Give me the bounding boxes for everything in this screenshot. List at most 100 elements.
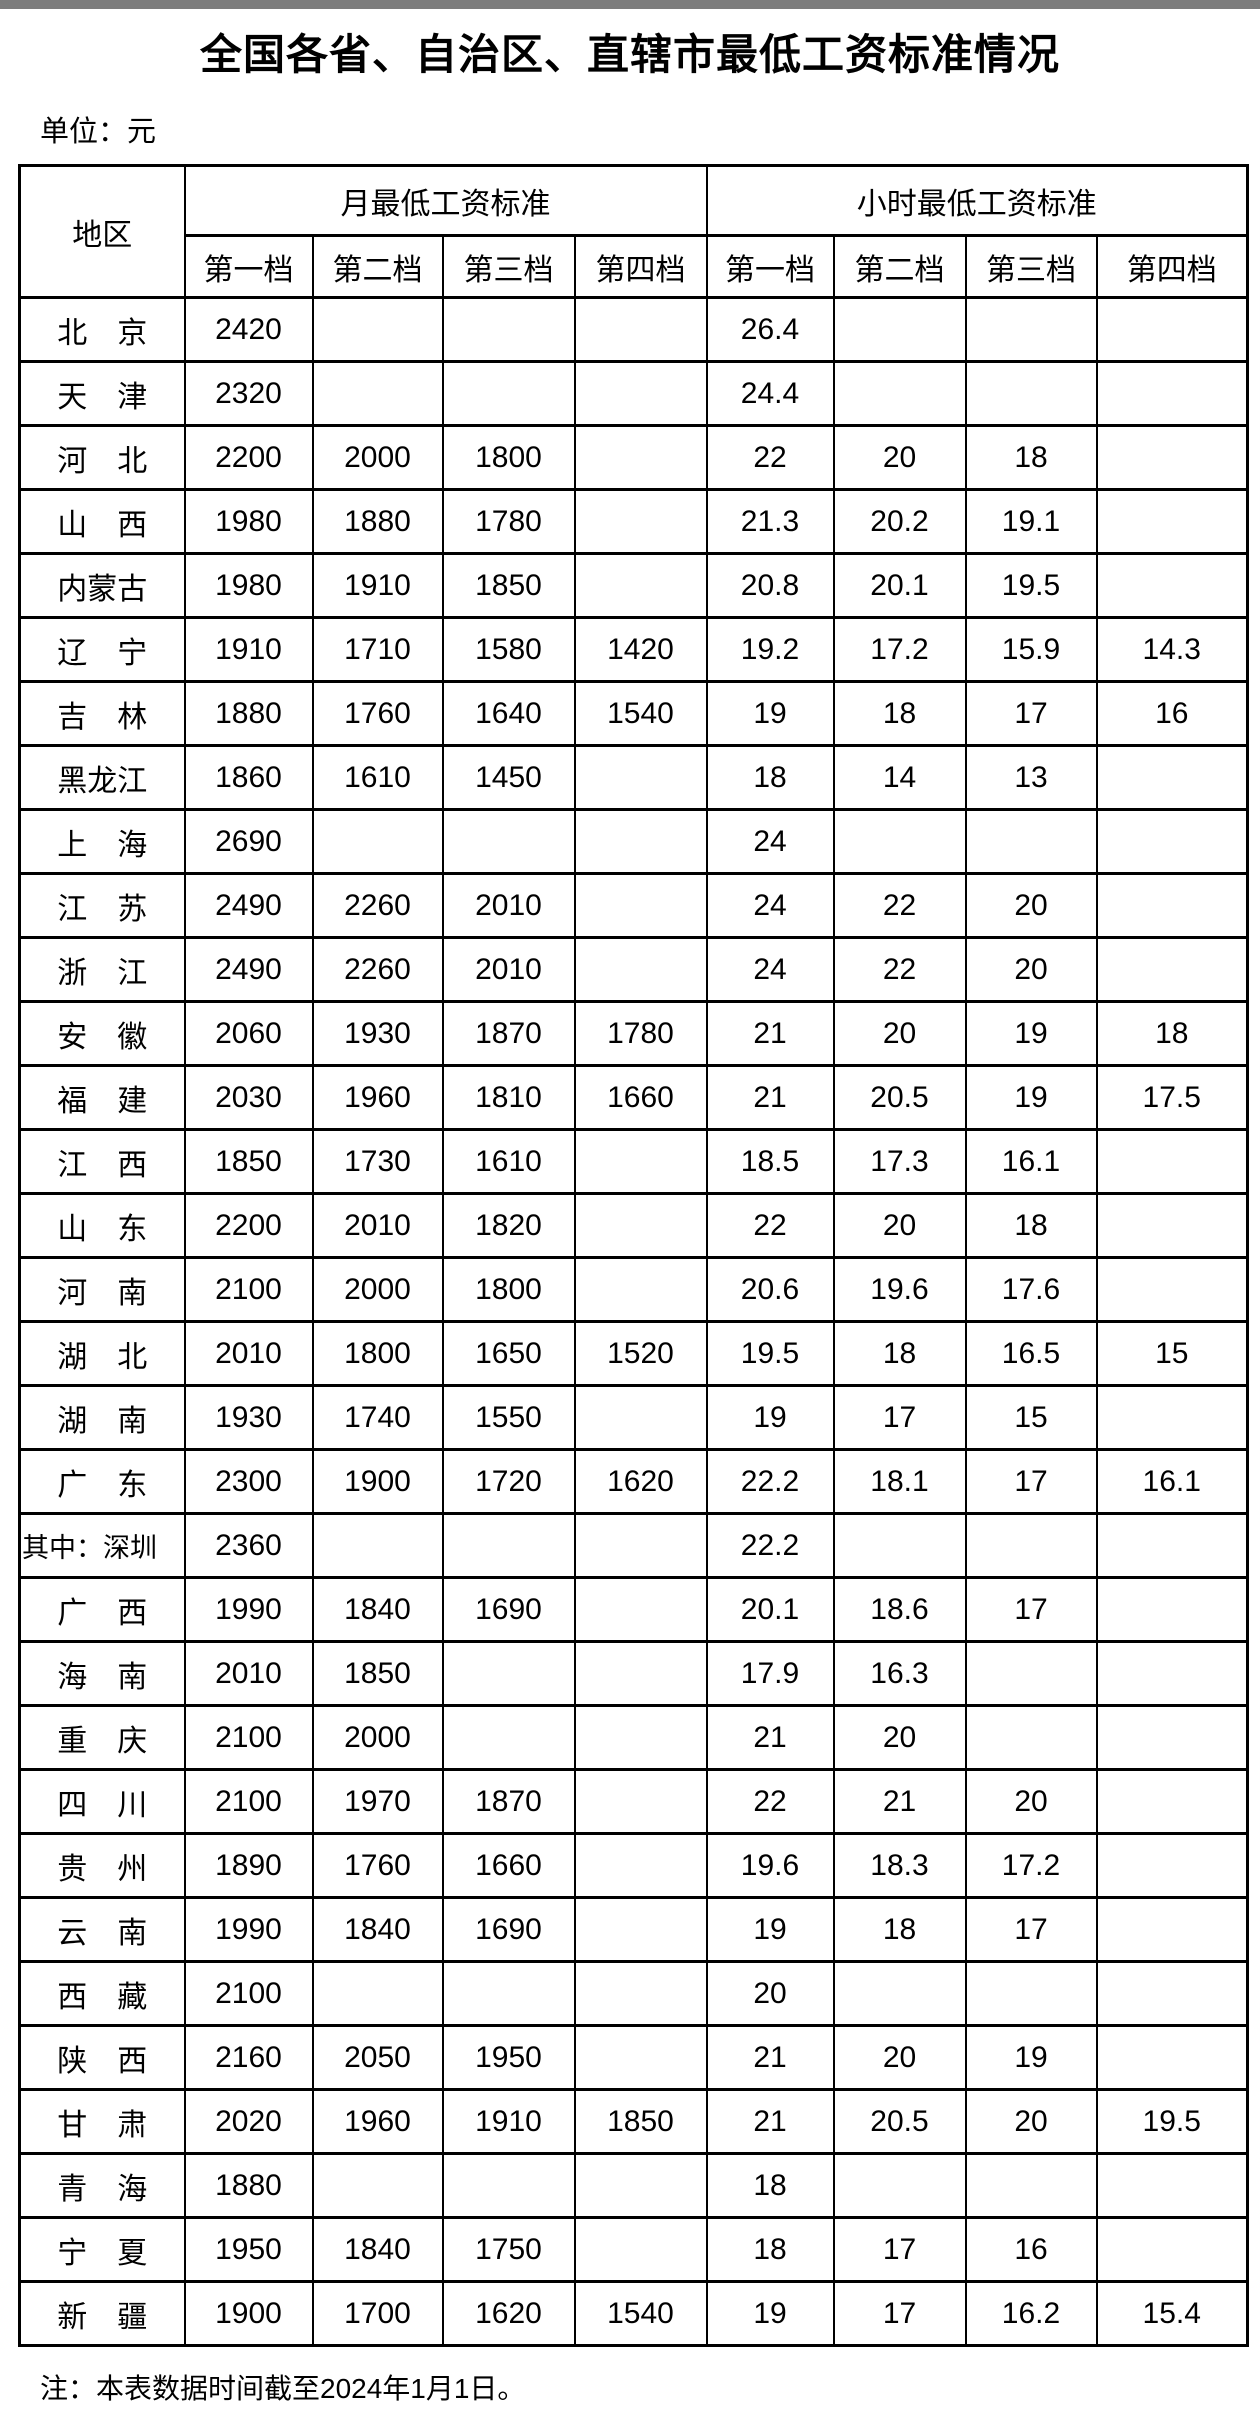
hourly-tier-cell: 20 [832, 2024, 967, 2091]
unit-label: 单位：元 [40, 116, 157, 148]
table-row: 山 西 1980 1880 1780 21.3 20.2 19.1 [18, 488, 1249, 555]
hourly-tier-cell: 18 [832, 680, 967, 747]
table-row: 四 川 2100 1970 1870 22 21 20 [18, 1768, 1249, 1835]
monthly-tier-cell: 1720 [441, 1448, 576, 1515]
monthly-tier-cell: 2010 [441, 872, 576, 939]
hourly-tier-cell: 17.6 [964, 1256, 1098, 1323]
region-cell: 黑龙江 [18, 744, 186, 811]
hourly-tier-cell: 21 [705, 1704, 835, 1771]
monthly-tier-cell [573, 1704, 708, 1771]
hourly-tier-cell [1095, 2024, 1249, 2091]
region-cell: 西 藏 [18, 1960, 186, 2027]
hourly-tier-cell: 21 [705, 2024, 835, 2091]
table-row: 广 西 1990 1840 1690 20.1 18.6 17 [18, 1576, 1249, 1643]
hourly-tier-cell: 22 [705, 1768, 835, 1835]
region-cell: 其中：深圳 [18, 1512, 186, 1579]
hourly-tier-cell: 18.1 [832, 1448, 967, 1515]
hourly-tier-cell [1095, 1768, 1249, 1835]
monthly-tier-cell [573, 296, 708, 363]
hourly-tier-cell: 20 [832, 1704, 967, 1771]
hourly-tier-cell: 20.1 [832, 552, 967, 619]
monthly-tier-cell: 1970 [311, 1768, 444, 1835]
table-row: 宁 夏 1950 1840 1750 18 17 16 [18, 2216, 1249, 2283]
table-row: 甘 肃 2020 1960 1910 1850 21 20.5 20 19.5 [18, 2088, 1249, 2155]
hourly-tier-cell: 24 [705, 808, 835, 875]
monthly-tier-cell: 1690 [441, 1896, 576, 1963]
monthly-tier-cell: 1960 [311, 1064, 444, 1131]
hourly-tier-cell: 17 [832, 1384, 967, 1451]
hourly-tier-cell: 20.2 [832, 488, 967, 555]
hourly-tier-cell [1095, 1192, 1249, 1259]
monthly-tier-cell [573, 424, 708, 491]
monthly-tier-cell: 1580 [441, 616, 576, 683]
monthly-tier-cell: 1840 [311, 1896, 444, 1963]
hourly-tier-cell: 19 [964, 1000, 1098, 1067]
monthly-tier-cell: 1800 [311, 1320, 444, 1387]
hourly-tier-cell: 24 [705, 872, 835, 939]
hourly-tier-cell: 19 [705, 1896, 835, 1963]
monthly-tier-cell: 1420 [573, 616, 708, 683]
monthly-tier-cell [573, 1192, 708, 1259]
hourly-tier-cell [1095, 1576, 1249, 1643]
hourly-tier-cell: 19 [964, 1064, 1098, 1131]
hourly-tier-cell [964, 808, 1098, 875]
monthly-tier-cell: 2010 [311, 1192, 444, 1259]
monthly-tier-cell: 1980 [183, 488, 314, 555]
hourly-tier-cell: 20 [964, 2088, 1098, 2155]
monthly-tier-cell [573, 2152, 708, 2219]
monthly-tier-cell: 2160 [183, 2024, 314, 2091]
table-row: 北 京 2420 26.4 [18, 296, 1249, 363]
monthly-tier-cell: 2260 [311, 872, 444, 939]
hourly-tier-cell: 20 [832, 424, 967, 491]
monthly-tier-cell: 1810 [441, 1064, 576, 1131]
monthly-tier-cell: 1800 [441, 424, 576, 491]
tier-header-cell: 第三档 [964, 234, 1098, 299]
tier-header-cell: 第四档 [573, 234, 708, 299]
monthly-tier-cell: 1730 [311, 1128, 444, 1195]
monthly-tier-cell [573, 1896, 708, 1963]
monthly-tier-cell: 1910 [183, 616, 314, 683]
region-cell: 广 西 [18, 1576, 186, 1643]
monthly-tier-cell: 2010 [183, 1640, 314, 1707]
monthly-tier-cell [573, 1128, 708, 1195]
monthly-tier-cell: 2320 [183, 360, 314, 427]
monthly-tier-cell [441, 1512, 576, 1579]
region-cell: 新 疆 [18, 2280, 186, 2347]
hourly-tier-cell [1095, 1896, 1249, 1963]
monthly-tier-cell [573, 552, 708, 619]
monthly-tier-cell: 1850 [573, 2088, 708, 2155]
hourly-tier-cell: 19.2 [705, 616, 835, 683]
monthly-tier-cell: 1640 [441, 680, 576, 747]
hourly-tier-cell: 19.5 [1095, 2088, 1249, 2155]
hourly-tier-cell: 15.4 [1095, 2280, 1249, 2347]
hourly-tier-cell: 20 [832, 1192, 967, 1259]
monthly-tier-cell [573, 1768, 708, 1835]
monthly-tier-cell [441, 1640, 576, 1707]
monthly-tier-cell [573, 1576, 708, 1643]
hourly-tier-cell [1095, 1384, 1249, 1451]
region-cell: 陕 西 [18, 2024, 186, 2091]
hourly-tier-cell [1095, 1512, 1249, 1579]
hourly-tier-cell [964, 360, 1098, 427]
monthly-tier-cell: 1750 [441, 2216, 576, 2283]
hourly-tier-cell: 20.5 [832, 1064, 967, 1131]
hourly-tier-cell [832, 808, 967, 875]
monthly-tier-cell [441, 360, 576, 427]
region-cell: 浙 江 [18, 936, 186, 1003]
monthly-tier-cell: 1540 [573, 680, 708, 747]
hourly-tier-cell: 17.2 [832, 616, 967, 683]
hourly-tier-cell: 13 [964, 744, 1098, 811]
monthly-tier-cell [311, 360, 444, 427]
monthly-tier-cell: 2000 [311, 424, 444, 491]
hourly-tier-cell: 20 [964, 872, 1098, 939]
hourly-tier-cell: 18.6 [832, 1576, 967, 1643]
hourly-tier-cell: 15 [1095, 1320, 1249, 1387]
monthly-tier-cell [573, 936, 708, 1003]
hourly-tier-cell [1095, 1256, 1249, 1323]
table-header: 地区 月最低工资标准 小时最低工资标准 第一档 第二档 第三档 第四档 第一档 第二档 第三… [18, 164, 1249, 299]
region-cell: 江 苏 [18, 872, 186, 939]
monthly-tier-cell: 1710 [311, 616, 444, 683]
region-cell: 宁 夏 [18, 2216, 186, 2283]
monthly-tier-cell [573, 1256, 708, 1323]
monthly-tier-cell [573, 2024, 708, 2091]
